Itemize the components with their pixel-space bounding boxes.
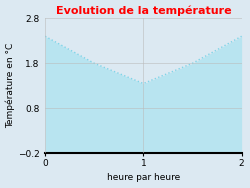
Y-axis label: Température en °C: Température en °C	[6, 43, 15, 128]
X-axis label: heure par heure: heure par heure	[107, 174, 180, 182]
Title: Evolution de la température: Evolution de la température	[56, 6, 231, 16]
